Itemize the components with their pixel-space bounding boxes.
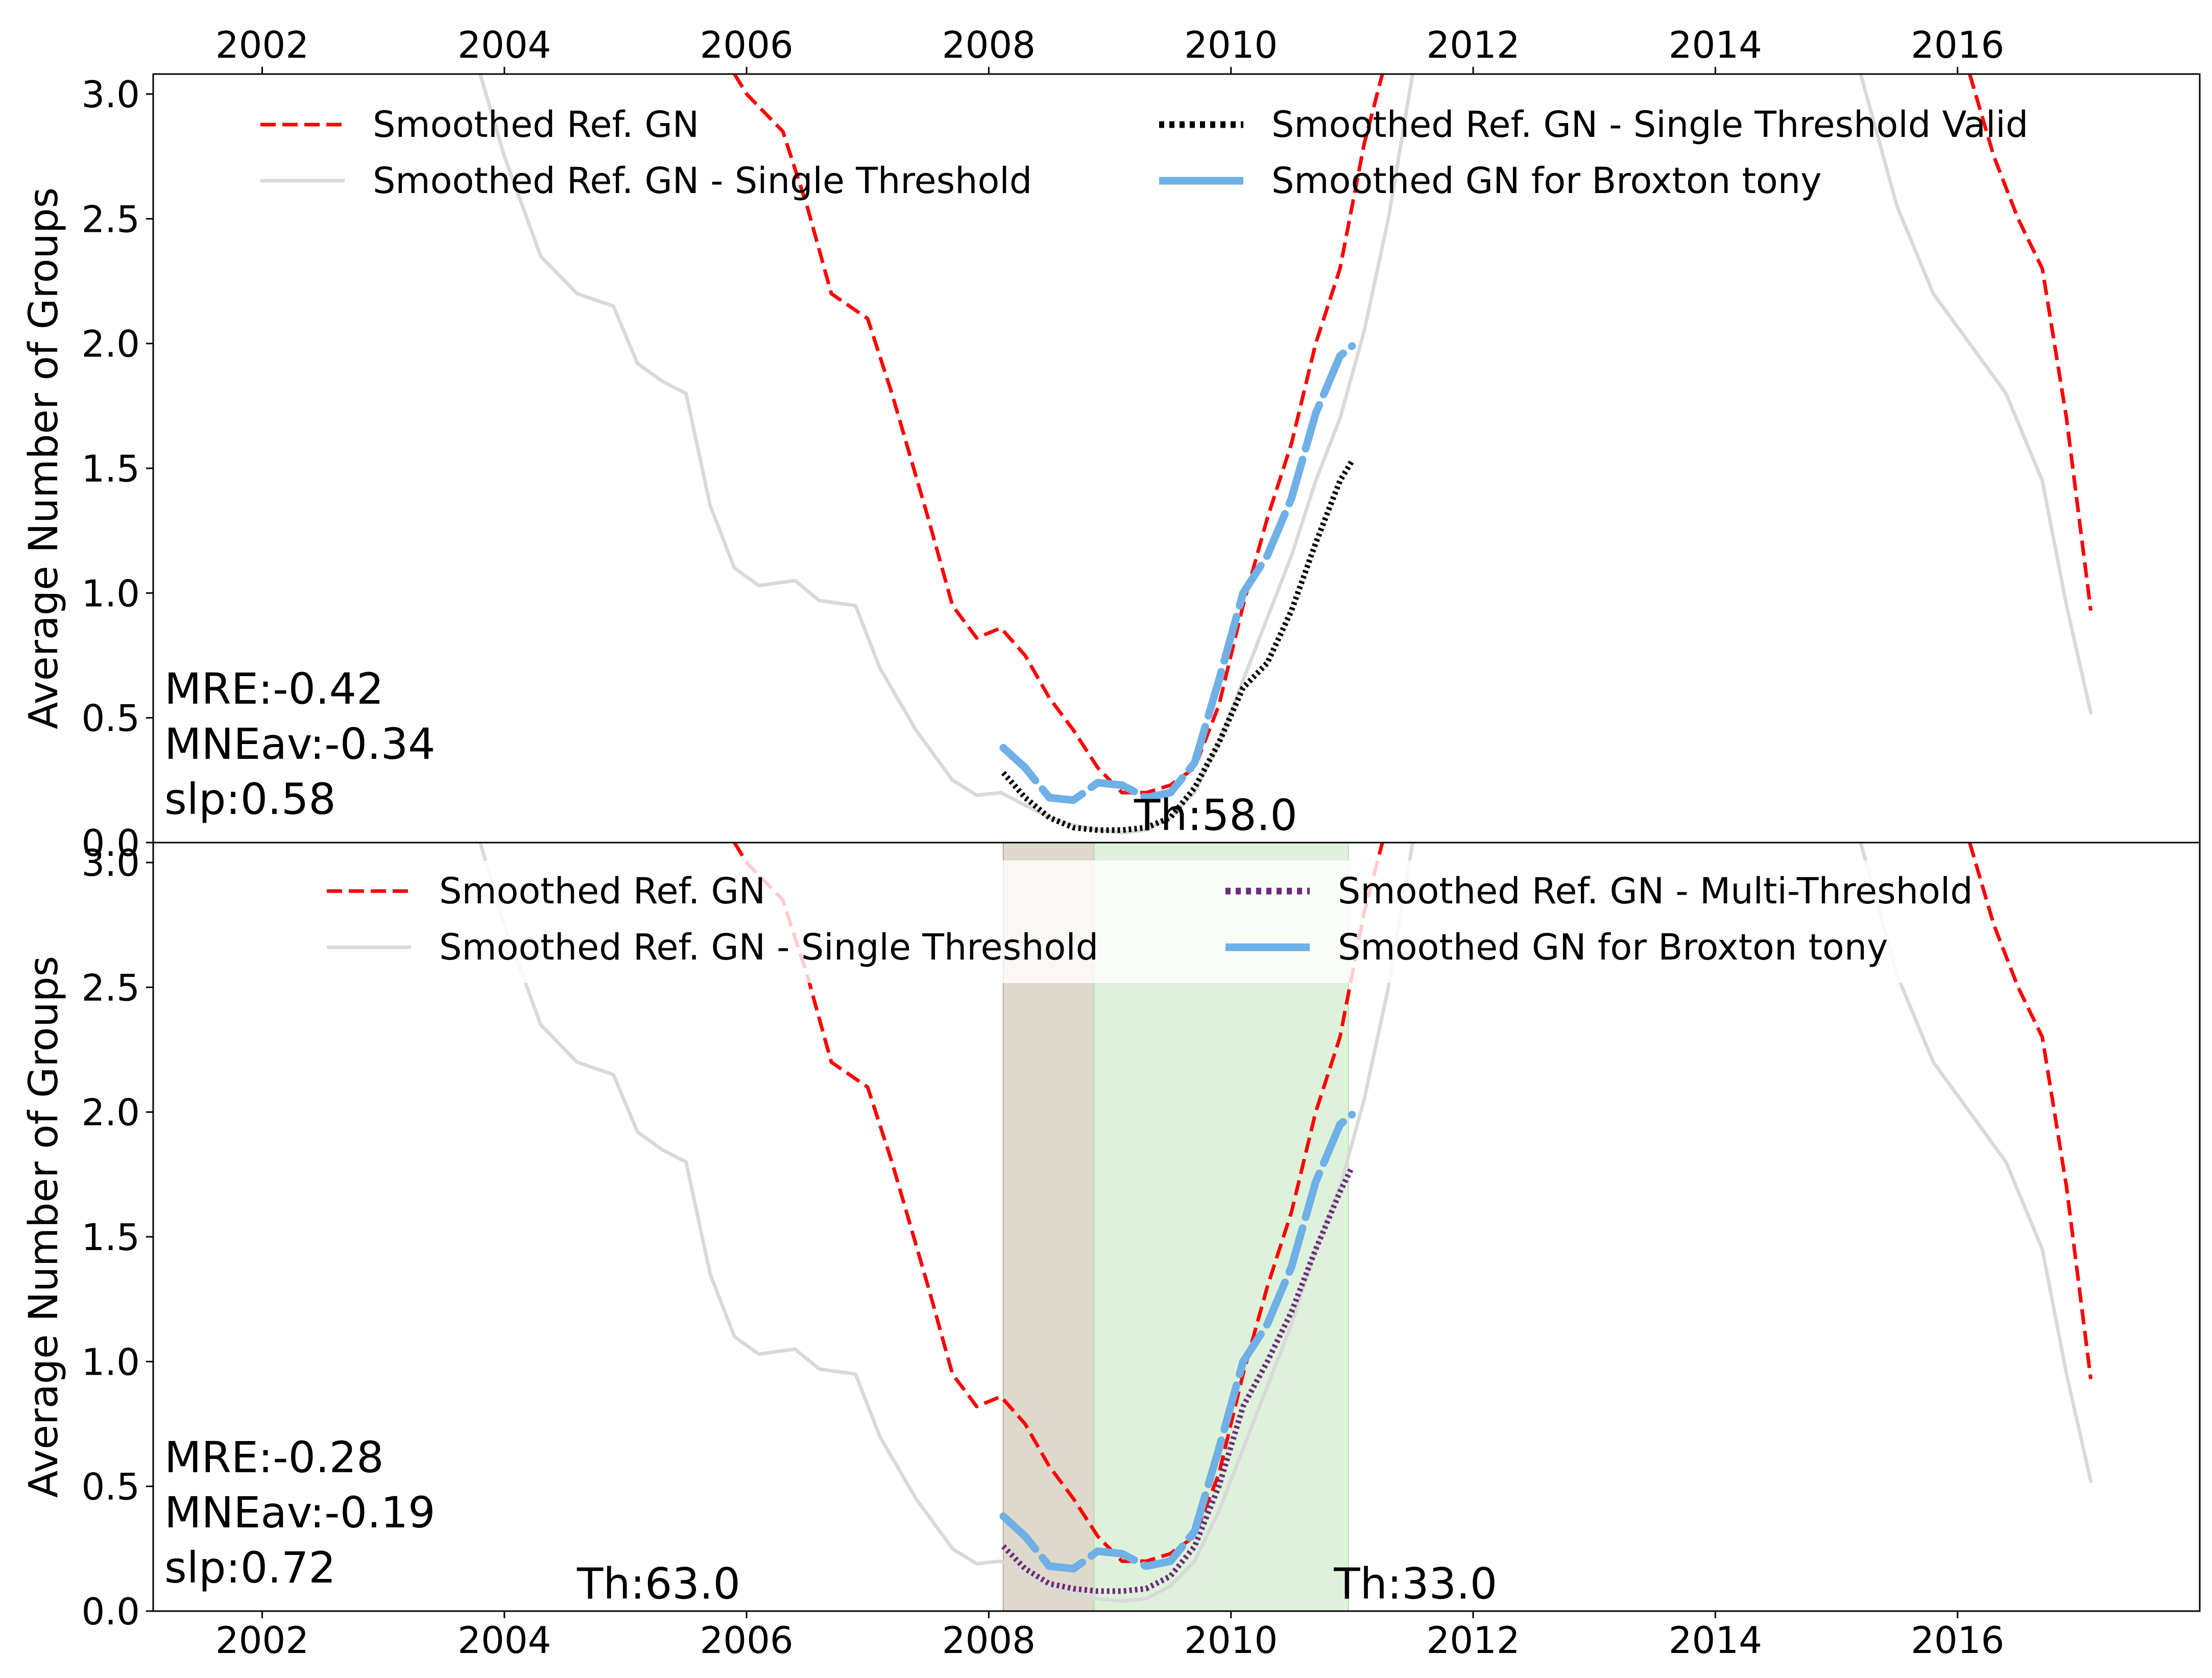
y-tick-label: 2.5 — [81, 198, 140, 241]
series-ref-line-1 — [1968, 74, 2093, 611]
y-tick-label: 2.0 — [81, 323, 140, 366]
bottom-panel: Smoothed Ref. GN Smoothed Ref. GN - Singl… — [21, 842, 2201, 1662]
y-tick-label: 1.0 — [81, 572, 140, 615]
legend-label-3: Smoothed GN for Broxton tony — [1271, 160, 1822, 202]
stat-label-0: MRE:-0.28 — [164, 1432, 384, 1482]
x-tick-label: 2002 — [215, 1619, 309, 1662]
x-tick-label: 2008 — [942, 1619, 1036, 1662]
series-ref-line-1 — [1968, 843, 2093, 1380]
x-tick-label: 2004 — [458, 23, 551, 66]
y-tick-label: 3.0 — [81, 842, 140, 884]
x-tick-label: 2002 — [215, 23, 309, 66]
stat-label-0: MRE:-0.42 — [164, 664, 384, 714]
legend-label-3: Smoothed GN for Broxton tony — [1338, 926, 1888, 968]
stat-label-2: slp:0.72 — [164, 1543, 336, 1593]
y-tick-label: 2.0 — [81, 1091, 140, 1134]
x-tick-label: 2012 — [1426, 23, 1520, 66]
threshold-label-1: Th:33.0 — [1333, 1559, 1497, 1609]
series-observer-line-5 — [999, 342, 1356, 804]
legend: Smoothed Ref. GN Smoothed Ref. GN - Singl… — [260, 104, 2028, 202]
series-observer-line-5 — [999, 1111, 1356, 1573]
series-single-line-2 — [478, 74, 1414, 834]
axes-frame — [152, 842, 2201, 1612]
legend: Smoothed Ref. GN Smoothed Ref. GN - Singl… — [291, 860, 1973, 983]
x-tick-label: 2004 — [458, 1619, 551, 1662]
x-tick-label: 2010 — [1184, 1619, 1278, 1662]
x-tick-label: 2008 — [942, 23, 1036, 66]
threshold-label-0: Th:63.0 — [576, 1559, 740, 1609]
legend-label-0: Smoothed Ref. GN — [439, 870, 765, 912]
y-tick-label: 1.0 — [81, 1340, 140, 1383]
legend-label-1: Smoothed Ref. GN - Single Threshold — [439, 926, 1098, 968]
series-single-line-3 — [1859, 74, 2093, 715]
y-axis-label: Average Number of Groups — [21, 187, 67, 729]
legend-background — [291, 860, 1956, 983]
series-ref-line-0 — [733, 74, 1384, 795]
y-tick-label: 0.0 — [81, 1590, 140, 1633]
y-axis-label: Average Number of Groups — [21, 956, 67, 1498]
y-tick-label: 2.5 — [81, 966, 140, 1009]
series-multi-line-4 — [1001, 1165, 1355, 1594]
x-tick-label: 2006 — [700, 1619, 793, 1662]
y-tick-label: 1.5 — [81, 447, 140, 490]
series-single-line-2 — [478, 843, 1414, 1603]
stat-label-1: MNEav:-0.19 — [164, 1488, 436, 1538]
x-tick-label: 2010 — [1184, 23, 1278, 66]
x-tick-label: 2016 — [1911, 1619, 2004, 1662]
y-tick-label: 3.0 — [81, 73, 140, 116]
stat-label-1: MNEav:-0.34 — [164, 719, 436, 769]
threshold-label-0: Th:58.0 — [1134, 790, 1297, 841]
y-tick-label: 0.0 — [81, 822, 140, 865]
x-tick-label: 2014 — [1669, 23, 1762, 66]
series-ref-line-0 — [733, 843, 1384, 1563]
x-tick-label: 2016 — [1911, 23, 2004, 66]
stat-label-2: slp:0.58 — [164, 774, 336, 824]
x-tick-label: 2012 — [1426, 1619, 1520, 1662]
y-tick-label: 1.5 — [81, 1216, 140, 1259]
legend-label-2: Smoothed Ref. GN - Multi-Threshold — [1338, 870, 1973, 912]
top-panel: Smoothed Ref. GN Smoothed Ref. GN - Singl… — [21, 23, 2201, 865]
series-valid-line-4 — [1001, 459, 1355, 833]
legend-label-1: Smoothed Ref. GN - Single Threshold — [373, 160, 1032, 202]
legend-label-2: Smoothed Ref. GN - Single Threshold Vali… — [1271, 104, 2028, 146]
y-tick-label: 0.5 — [81, 1466, 140, 1508]
plot-area — [478, 74, 2093, 834]
legend-label-0: Smoothed Ref. GN — [373, 104, 699, 146]
x-tick-label: 2006 — [700, 23, 793, 66]
x-tick-label: 2014 — [1669, 1619, 1762, 1662]
y-tick-label: 0.5 — [81, 697, 140, 740]
series-single-line-3 — [1859, 843, 2093, 1483]
